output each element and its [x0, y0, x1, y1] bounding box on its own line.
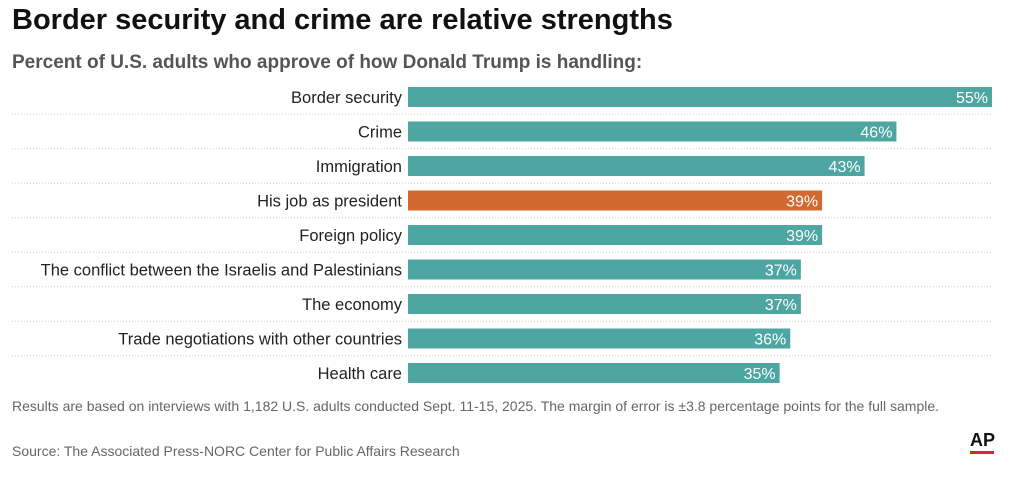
category-label: Foreign policy [299, 227, 402, 245]
value-label: 55% [956, 90, 988, 107]
source-line: Source: The Associated Press-NORC Center… [12, 443, 460, 459]
value-label: 35% [744, 366, 776, 383]
ap-logo: AP [970, 430, 995, 454]
value-label: 46% [860, 125, 892, 142]
bar [408, 156, 865, 176]
methodology-note: Results are based on interviews with 1,1… [12, 398, 940, 414]
chart-subtitle: Percent of U.S. adults who approve of ho… [12, 52, 643, 73]
value-label: 43% [829, 159, 861, 176]
bar [408, 121, 897, 142]
category-label: Immigration [316, 158, 402, 176]
value-label: 37% [765, 263, 797, 280]
category-label: Health care [318, 365, 402, 383]
value-label: 36% [754, 332, 786, 349]
value-label: 37% [765, 297, 797, 314]
bar [408, 328, 791, 349]
category-label: His job as president [257, 193, 402, 211]
category-label: The economy [302, 296, 403, 314]
bar [408, 87, 992, 107]
bar-chart: Border security 55% Crime 46% Immigration 43%… [12, 87, 992, 383]
chart-title: Border security and crime are relative s… [12, 4, 673, 36]
bar [408, 225, 823, 245]
category-label: Trade negotiations with other countries [118, 331, 402, 349]
category-label: Crime [358, 124, 402, 142]
bar [408, 259, 801, 280]
bar-highlight [408, 190, 823, 211]
value-label: 39% [786, 228, 818, 245]
category-label: The conflict between the Israelis and Pa… [41, 262, 402, 280]
bar [408, 363, 780, 383]
bar [408, 294, 801, 314]
category-label: Border security [291, 89, 403, 107]
value-label: 39% [786, 194, 818, 211]
